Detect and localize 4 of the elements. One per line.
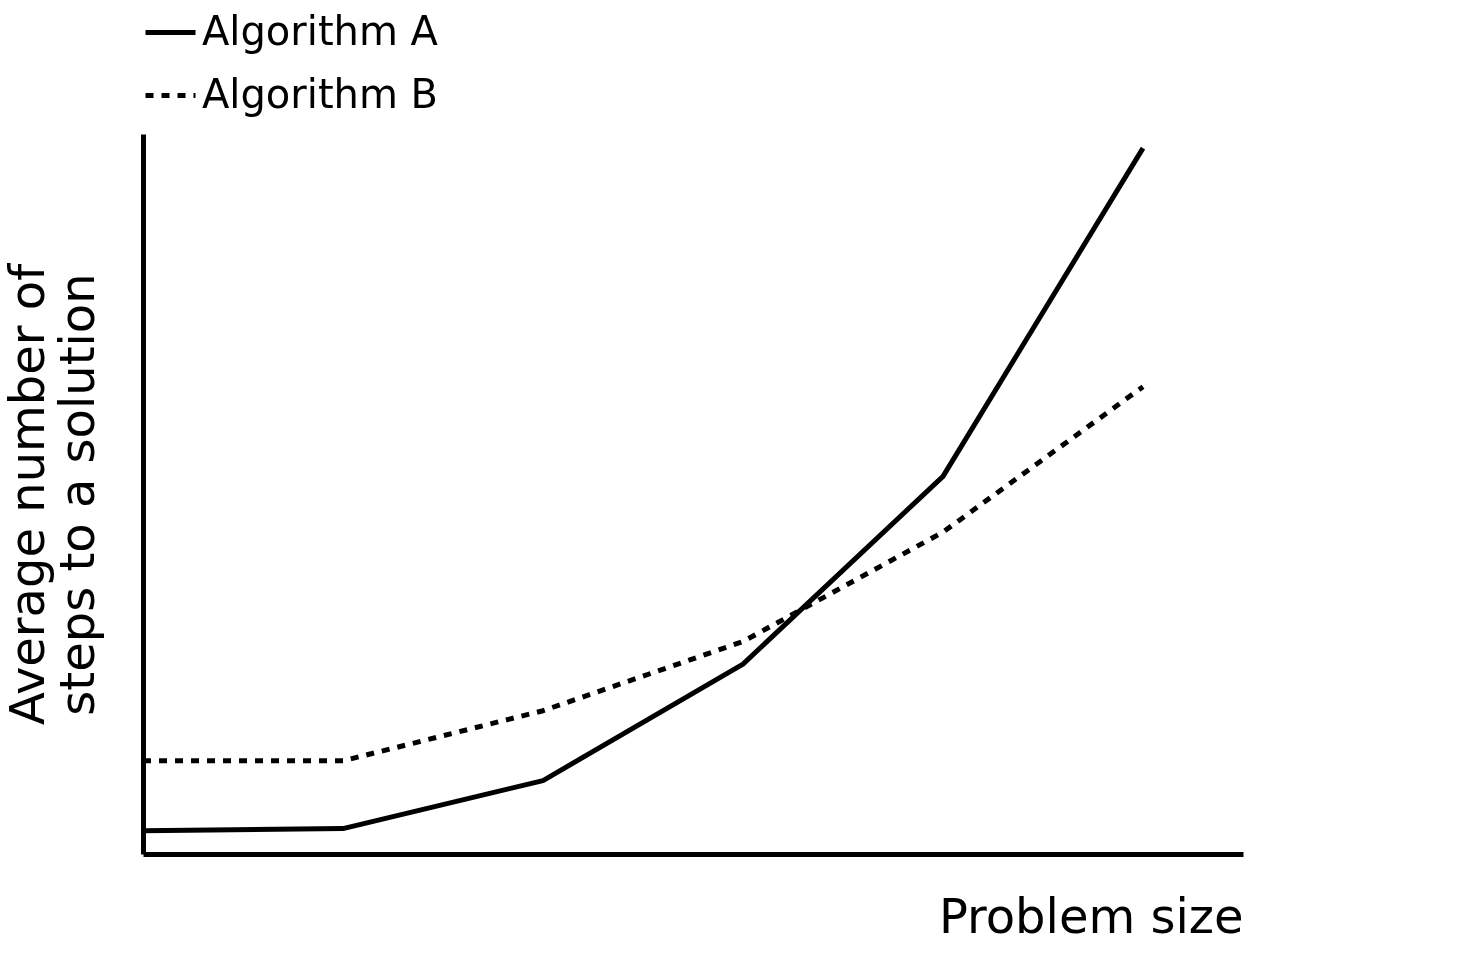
legend-label: Algorithm A — [202, 7, 439, 54]
y-axis-title: Average number of steps to a solution — [0, 262, 105, 726]
x-axis-title: Problem size — [938, 887, 1244, 944]
legend-label: Algorithm B — [202, 70, 439, 117]
